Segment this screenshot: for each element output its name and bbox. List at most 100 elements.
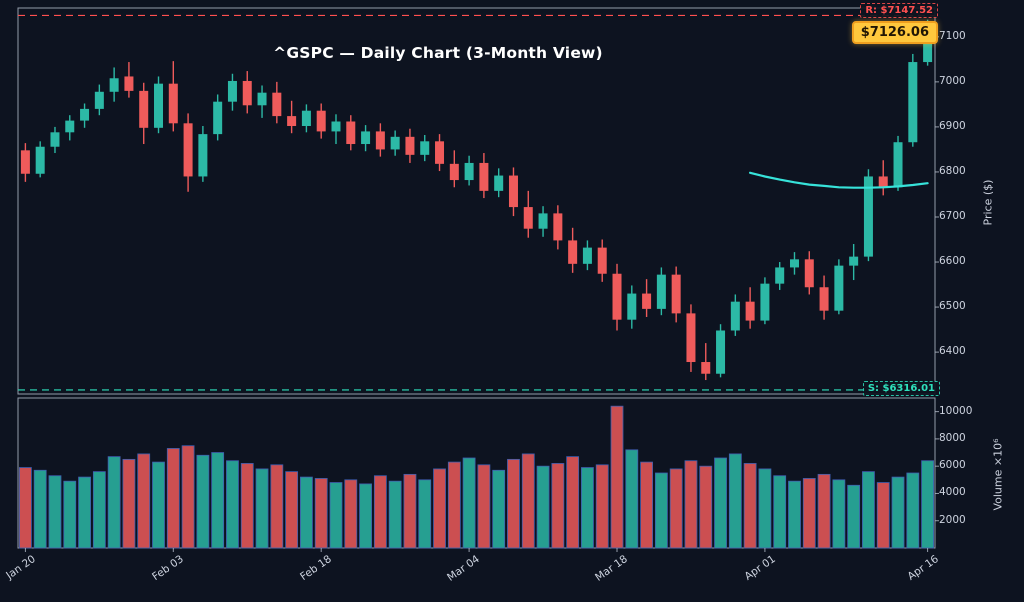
candle-body xyxy=(716,330,726,374)
volume-bar xyxy=(196,454,210,549)
candle-body xyxy=(775,267,785,284)
volume-bar xyxy=(226,460,239,549)
candle-body xyxy=(361,131,371,145)
volume-bar xyxy=(240,463,254,549)
volume-bar xyxy=(684,460,698,549)
volume-bar xyxy=(832,479,846,549)
candle-body xyxy=(893,142,903,188)
trend-line xyxy=(749,171,929,189)
volume-axis-title: Volume ×10⁶ xyxy=(991,438,1005,511)
candle-body xyxy=(65,120,75,133)
support-label: S: $6316.01 xyxy=(862,381,940,396)
volume-bar xyxy=(788,480,801,549)
volume-bar xyxy=(669,468,683,549)
candle-body xyxy=(420,141,430,155)
candle-body xyxy=(435,141,445,164)
volume-bar xyxy=(906,472,920,549)
volume-bar xyxy=(566,456,580,549)
candle-body xyxy=(908,62,918,143)
candle-body xyxy=(168,83,178,124)
volume-bar xyxy=(876,482,890,549)
candle-body xyxy=(464,162,474,181)
volume-bar xyxy=(388,480,402,549)
candle-body xyxy=(183,123,193,177)
volume-bar xyxy=(521,453,535,549)
candle-body xyxy=(804,259,814,288)
volume-bar xyxy=(78,476,91,549)
volume-bar xyxy=(255,468,269,549)
resistance-label: R: $7147.52 xyxy=(860,3,938,18)
volume-bar xyxy=(63,480,77,549)
volume-bar xyxy=(714,457,727,549)
candle-body xyxy=(316,110,326,132)
volume-bar xyxy=(373,475,387,549)
candle-body xyxy=(257,92,267,106)
candle-body xyxy=(671,274,681,314)
volume-bar xyxy=(492,469,506,549)
volume-bar xyxy=(862,471,875,549)
candle-body xyxy=(863,176,873,257)
candle-body xyxy=(701,362,711,374)
volume-bar xyxy=(891,476,905,549)
volume-panel[interactable] xyxy=(17,397,936,549)
candle-body xyxy=(124,76,134,91)
candle-body xyxy=(819,287,829,311)
volume-bar xyxy=(122,458,136,549)
candle-body xyxy=(582,247,592,264)
volume-bar xyxy=(728,453,742,549)
volume-bar xyxy=(921,460,935,549)
volume-bar xyxy=(447,461,461,549)
volume-bar xyxy=(344,479,358,549)
candle-body xyxy=(849,256,859,266)
candle-body xyxy=(656,274,666,309)
volume-bar xyxy=(329,482,343,549)
candle-body xyxy=(642,293,652,309)
price-axis-title: Price ($) xyxy=(981,179,995,226)
volume-bar xyxy=(640,461,653,549)
volume-bar xyxy=(595,464,609,549)
volume-bar xyxy=(418,479,432,549)
volume-bar xyxy=(758,468,772,549)
candle-body xyxy=(94,91,104,109)
candle-body xyxy=(139,90,149,128)
candle-body xyxy=(686,313,696,363)
volume-bar xyxy=(581,467,594,549)
volume-bar xyxy=(152,461,165,549)
chart-title: ^GSPC — Daily Chart (3-Month View) xyxy=(273,44,603,62)
candle-body xyxy=(627,293,637,320)
candle-body xyxy=(390,136,400,150)
candle-body xyxy=(287,116,297,127)
volume-bar xyxy=(477,464,491,549)
volume-bar xyxy=(137,453,151,549)
candle-body xyxy=(346,121,356,145)
candle-body xyxy=(80,108,90,121)
volume-bar xyxy=(403,473,417,549)
candle-body xyxy=(760,283,770,321)
price-panel[interactable] xyxy=(17,7,936,395)
candle-body xyxy=(331,121,341,132)
candle-body xyxy=(405,136,415,155)
candle-body xyxy=(20,150,30,174)
candle-body xyxy=(568,240,578,264)
candle-body xyxy=(301,110,311,127)
candle-body xyxy=(242,80,252,106)
volume-bar xyxy=(847,484,861,549)
candle-body xyxy=(789,259,799,268)
volume-bar xyxy=(654,472,668,549)
volume-bar xyxy=(743,463,757,549)
candle-body xyxy=(479,162,489,191)
candle-body xyxy=(449,163,459,181)
volume-bar xyxy=(699,465,713,549)
volume-bar xyxy=(107,456,121,549)
candle-body xyxy=(213,101,223,135)
volume-bar xyxy=(314,478,328,549)
candle-body xyxy=(198,134,208,177)
candle-body xyxy=(508,175,518,208)
candle-body xyxy=(538,213,548,229)
volume-bar xyxy=(300,476,313,549)
volume-bar xyxy=(773,475,787,549)
candle-body xyxy=(35,146,45,174)
volume-bar xyxy=(802,478,816,549)
candle-body xyxy=(523,207,533,229)
